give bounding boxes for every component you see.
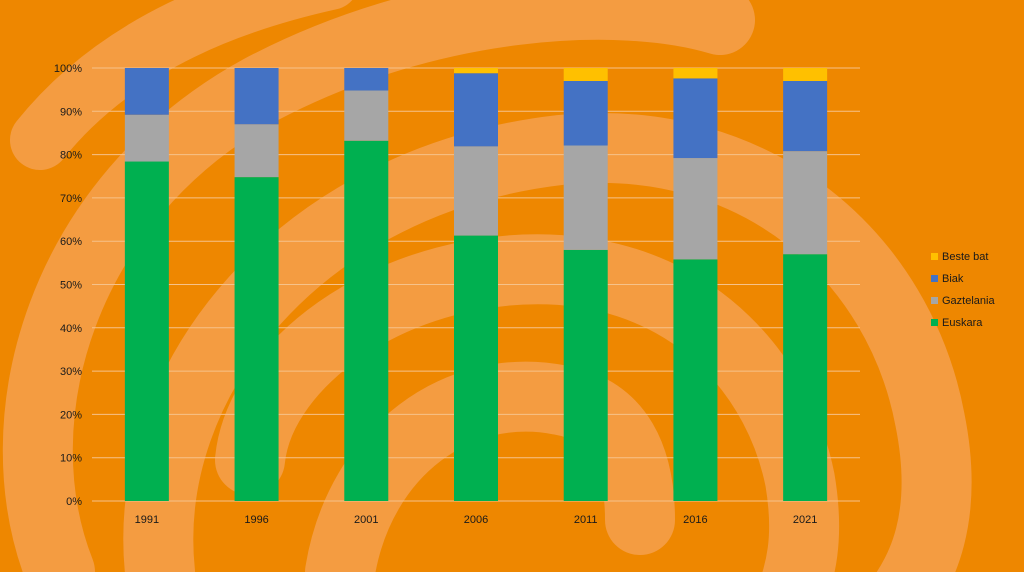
bar-segment-biak xyxy=(563,80,608,146)
legend-label: Euskara xyxy=(942,317,983,329)
y-axis-ticks: 0% 10% 20% 30% 40% 50% 60% 70% 80% 90% 100% xyxy=(54,63,82,508)
y-tick-label: 50% xyxy=(60,280,82,292)
bars xyxy=(124,68,828,502)
legend-label: Biak xyxy=(942,273,964,285)
legend-swatch xyxy=(931,253,938,260)
bar-segment-gaztelania xyxy=(454,146,498,236)
legend-swatch xyxy=(931,319,938,326)
bar-segment-euskara xyxy=(454,235,498,502)
bar-segment-biak xyxy=(234,68,279,125)
bar-segment-euskara xyxy=(344,140,389,501)
bar-segment-gaztelania xyxy=(563,145,608,250)
x-axis-ticks: 1991 1996 2001 2006 2011 2016 2021 xyxy=(135,514,818,526)
legend-label: Beste bat xyxy=(942,251,988,263)
bar-segment-euskara xyxy=(673,259,718,501)
y-tick-label: 80% xyxy=(60,150,82,162)
swirl-stroke xyxy=(215,234,840,572)
legend-swatch xyxy=(931,297,938,304)
swirl-stroke xyxy=(10,0,353,170)
bar-segment-biak xyxy=(783,80,828,152)
bar-segment-euskara xyxy=(563,249,608,501)
bar-segment-gaztelania xyxy=(783,151,828,255)
y-tick-label: 20% xyxy=(60,409,82,421)
x-tick-label: 1996 xyxy=(244,514,268,526)
y-tick-label: 100% xyxy=(54,63,82,75)
legend-label: Gaztelania xyxy=(942,295,995,307)
legend: Beste bat Biak Gaztelania Euskara xyxy=(931,251,995,329)
y-tick-label: 60% xyxy=(60,236,82,248)
bar-segment-beste-bat xyxy=(673,68,718,79)
y-tick-label: 90% xyxy=(60,106,82,118)
bar-segment-biak xyxy=(124,68,169,115)
bar-segment-beste-bat xyxy=(783,68,828,81)
y-tick-label: 40% xyxy=(60,323,82,335)
bar-segment-biak xyxy=(454,73,498,147)
bar-segment-gaztelania xyxy=(344,90,389,141)
bar-segment-beste-bat xyxy=(563,68,608,81)
bar-segment-gaztelania xyxy=(234,124,279,178)
y-tick-label: 70% xyxy=(60,193,82,205)
x-tick-label: 2016 xyxy=(683,514,707,526)
bar-segment-euskara xyxy=(234,177,279,501)
bar-segment-biak xyxy=(344,68,389,91)
legend-swatch xyxy=(931,275,938,282)
y-tick-label: 0% xyxy=(66,496,82,508)
y-tick-label: 30% xyxy=(60,366,82,378)
bar-segment-beste-bat xyxy=(454,68,498,74)
bar-segment-euskara xyxy=(783,254,828,501)
y-tick-label: 10% xyxy=(60,453,82,465)
x-tick-label: 2021 xyxy=(793,514,817,526)
bar-segment-euskara xyxy=(124,161,169,501)
x-tick-label: 2001 xyxy=(354,514,378,526)
bar-segment-biak xyxy=(673,78,718,159)
bar-segment-gaztelania xyxy=(124,114,169,162)
bar-segment-gaztelania xyxy=(673,158,718,260)
x-tick-label: 2011 xyxy=(574,514,598,526)
x-tick-label: 2006 xyxy=(464,514,488,526)
x-tick-label: 1991 xyxy=(135,514,159,526)
